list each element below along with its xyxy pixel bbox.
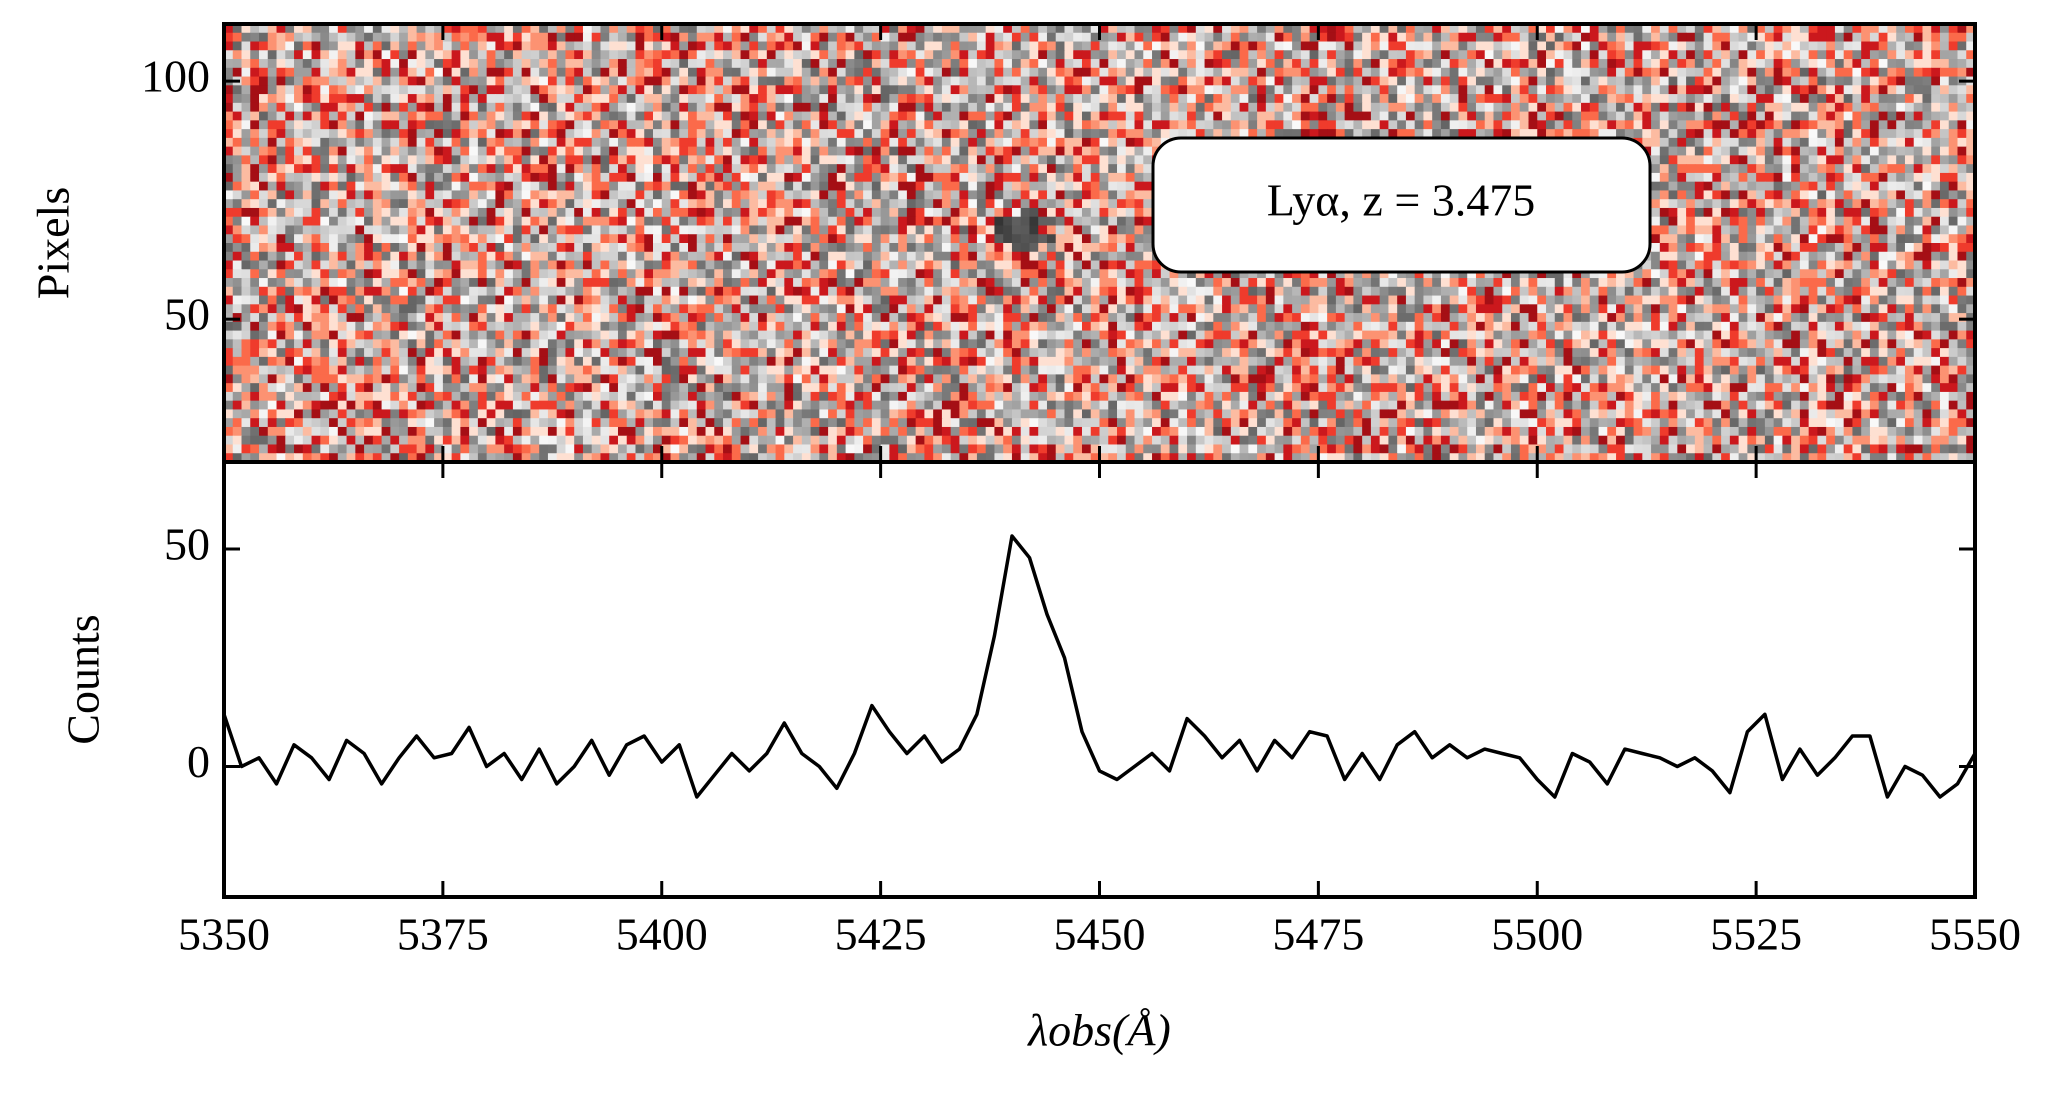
spectrum-line	[222, 534, 1977, 799]
y-tick-label: 0	[187, 736, 210, 787]
x-axis-label: λobs(Å)	[1026, 1005, 1171, 1056]
x-tick-label: 5425	[835, 909, 927, 960]
x-tick-label: 5500	[1491, 909, 1583, 960]
x-tick-label: 5450	[1054, 909, 1146, 960]
y-tick-label: 50	[164, 289, 210, 340]
x-tick-label: 5525	[1710, 909, 1802, 960]
spectrum-image	[224, 24, 1976, 463]
x-tick-label: 5550	[1929, 909, 2021, 960]
x-tick-label: 5350	[178, 909, 270, 960]
x-tick-label: 5400	[616, 909, 708, 960]
y-tick-label: 100	[141, 51, 210, 102]
y-axis-label: Counts	[58, 614, 109, 744]
y-axis-label: Pixels	[28, 187, 79, 299]
x-tick-label: 5475	[1272, 909, 1364, 960]
axes-frame	[222, 460, 1977, 899]
annotation: Lyα, z = 3.475	[1267, 175, 1536, 226]
x-tick-label: 5375	[397, 909, 489, 960]
annotation-box	[1151, 136, 1652, 274]
y-tick-label: 50	[164, 519, 210, 570]
